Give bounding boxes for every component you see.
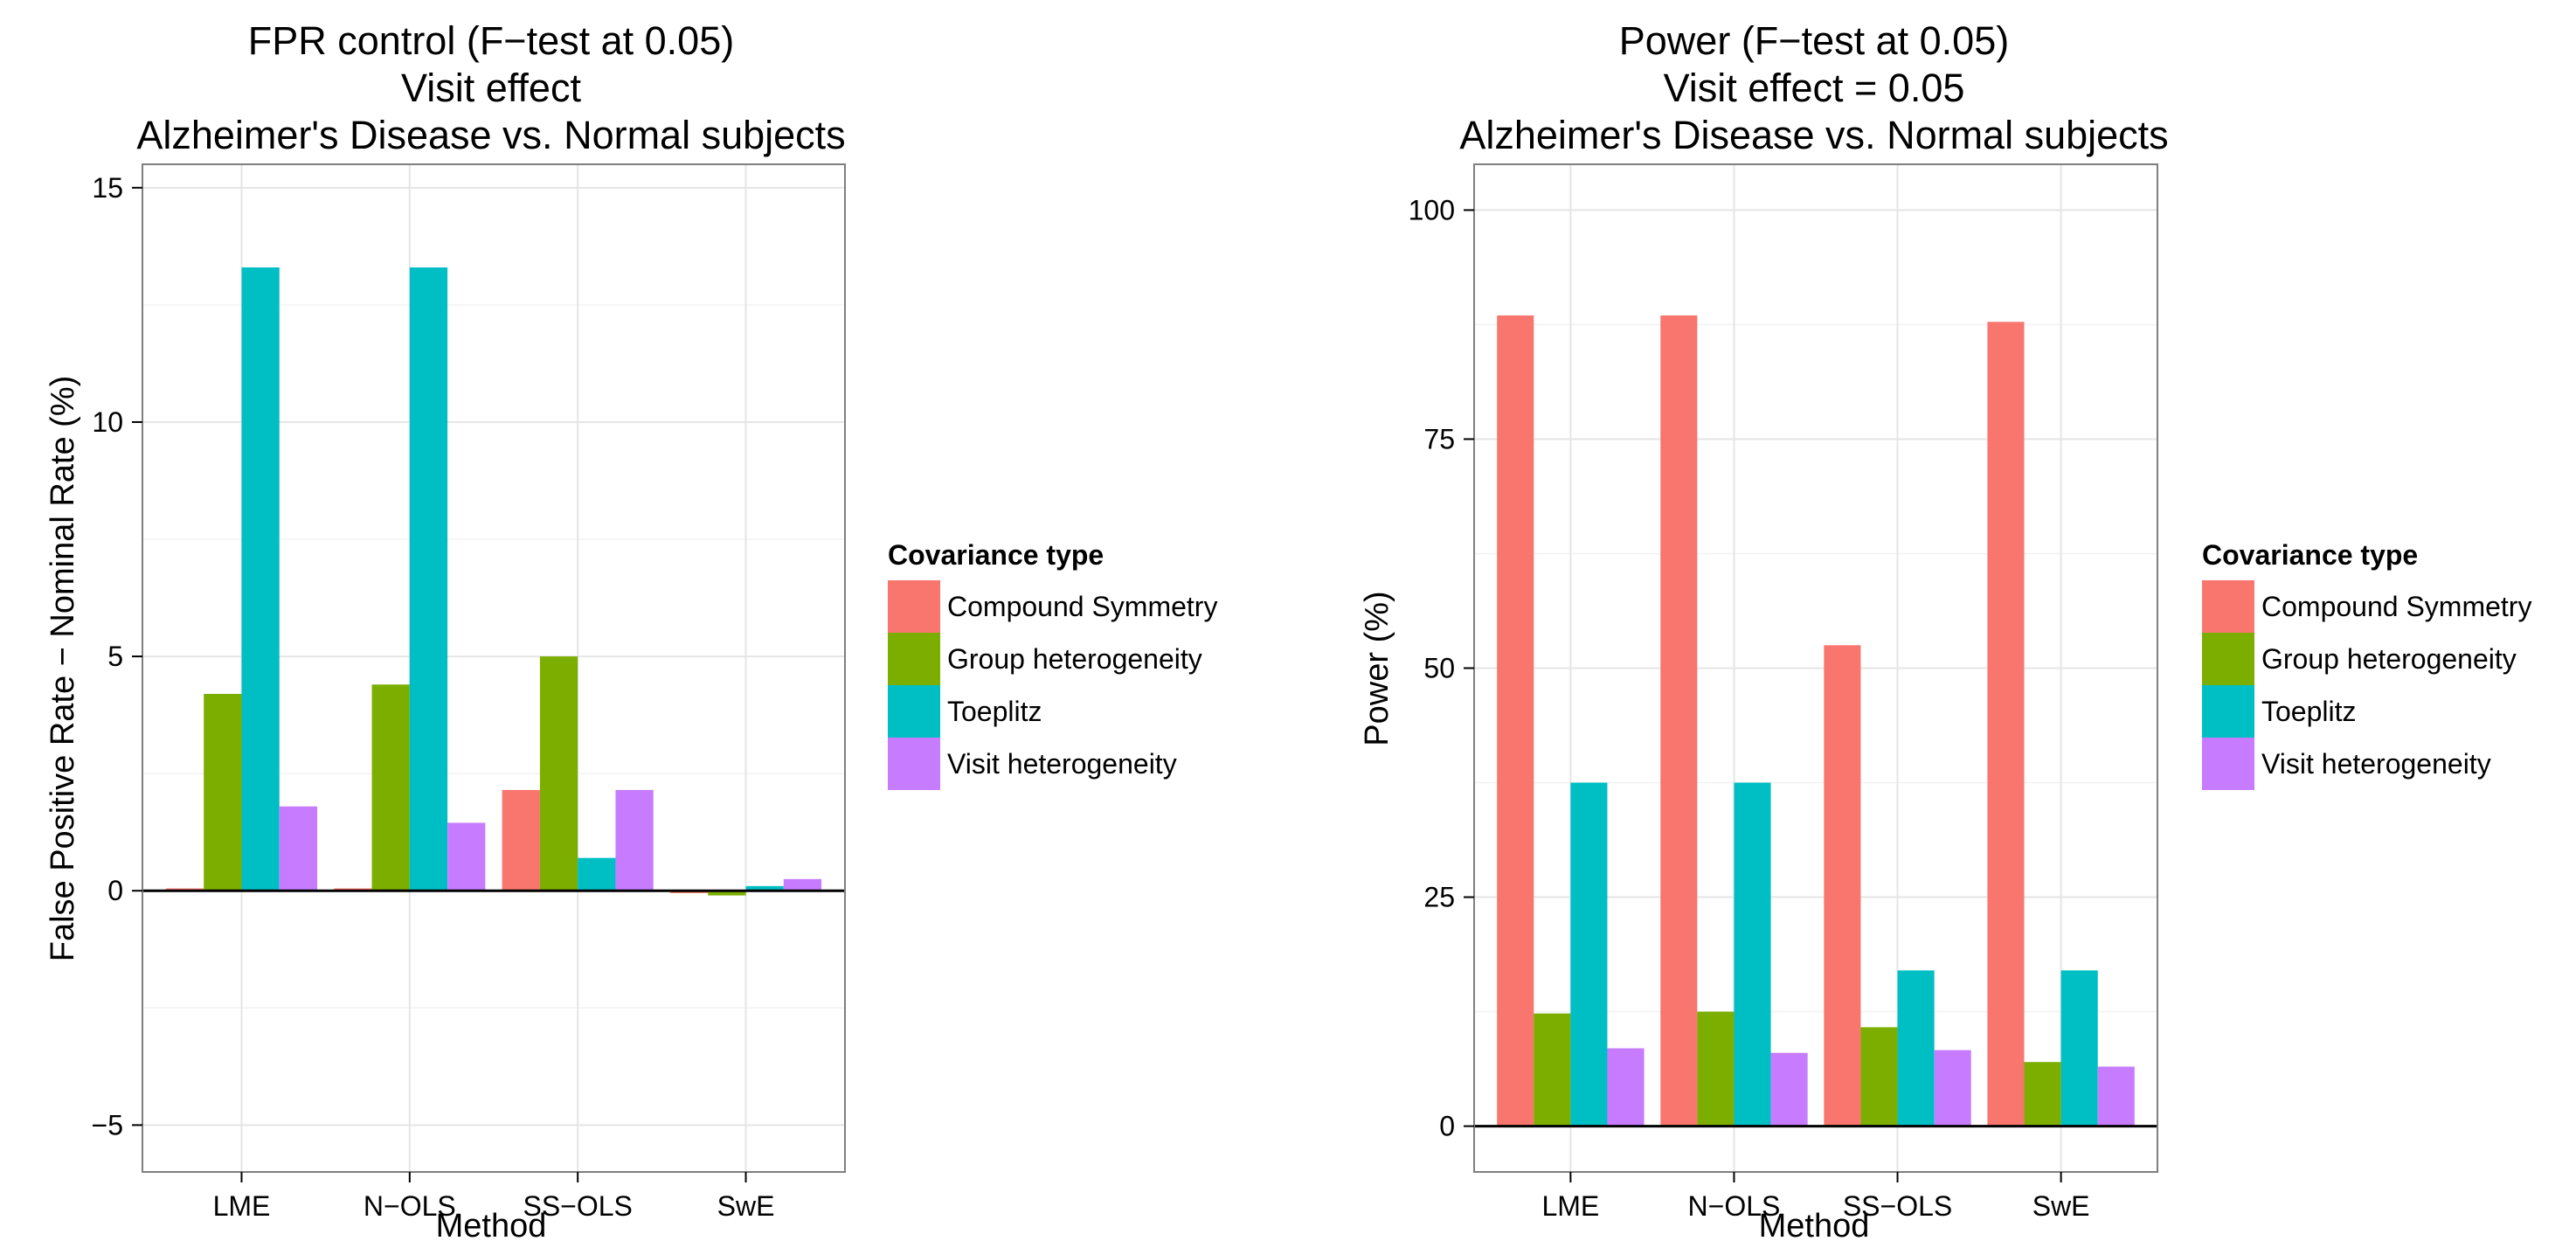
power-legend-label-visit-heterogeneity: Visit heterogeneity <box>2261 748 2491 780</box>
power-bar-lme-toeplitz <box>1570 782 1608 1127</box>
fpr-panel-border <box>142 163 846 1173</box>
power-bar-ss-ols-group-heterogeneity <box>1860 1027 1898 1127</box>
fpr-x-tick-label-lme: LME <box>213 1190 271 1222</box>
fpr-legend-label-visit-heterogeneity: Visit heterogeneity <box>947 748 1177 780</box>
power-legend-items: Compound Symmetry Group heterogeneity Toep… <box>2202 580 2531 790</box>
fpr-bar-ss-ols-visit-heterogeneity <box>615 789 654 891</box>
power-bar-ss-ols-visit-heterogeneity <box>1934 1050 1971 1127</box>
fpr-bar-n-ols-toeplitz <box>409 267 448 891</box>
power-bar-n-ols-compound-symmetry <box>1660 315 1698 1127</box>
fpr-legend-items: Compound Symmetry Group heterogeneity Toep… <box>888 580 1217 790</box>
fpr-bar-n-ols-group-heterogeneity <box>371 684 410 891</box>
fpr-chart-title-line-1: FPR control (F−test at 0.05) <box>248 18 734 63</box>
fpr-x-tick-label-ss-ols: SS−OLS <box>523 1190 632 1222</box>
power-chart-title: Power (F−test at 0.05) Visit effect = 0.… <box>1459 18 2168 157</box>
fpr-x-tick-label-n-ols: N−OLS <box>364 1190 456 1222</box>
power-x-tick-label-lme: LME <box>1541 1190 1599 1222</box>
power-legend-swatch-group-heterogeneity <box>2202 633 2254 685</box>
power-bar-n-ols-toeplitz <box>1734 782 1771 1127</box>
fpr-y-tick-label-3: 10 <box>92 406 123 438</box>
power-legend-swatch-visit-heterogeneity <box>2202 738 2254 790</box>
fpr-y-tick-label-1: 0 <box>107 875 123 906</box>
fpr-chart-title-line-2: Visit effect <box>401 66 581 110</box>
fpr-bar-ss-ols-toeplitz <box>578 857 616 891</box>
fpr-bar-swe-toeplitz <box>745 885 784 891</box>
power-legend-swatch-toeplitz <box>2202 685 2254 738</box>
fpr-chart-panel: FPR control (F−test at 0.05) Visit effec… <box>45 18 1217 1241</box>
power-chart-title-line-2: Visit effect = 0.05 <box>1664 66 1965 110</box>
power-bar-ss-ols-compound-symmetry <box>1824 645 1861 1127</box>
fpr-legend-title: Covariance type <box>888 539 1104 571</box>
power-legend: Covariance type Compound Symmetry Group h… <box>2202 539 2531 790</box>
fpr-legend-label-compound-symmetry: Compound Symmetry <box>947 591 1217 622</box>
power-y-tick-label-3: 75 <box>1423 423 1455 454</box>
fpr-legend-label-group-heterogeneity: Group heterogeneity <box>947 643 1202 675</box>
power-chart-title-line-1: Power (F−test at 0.05) <box>1619 18 2009 63</box>
power-y-axis-label: Power (%) <box>1359 591 1395 745</box>
power-y-tick-label-2: 50 <box>1423 653 1455 684</box>
fpr-x-axis-label: Method <box>436 1208 547 1241</box>
fpr-bar-lme-group-heterogeneity <box>204 693 242 891</box>
fpr-bar-lme-visit-heterogeneity <box>279 806 318 891</box>
fpr-y-tick-label-4: 15 <box>92 172 123 204</box>
power-legend-swatch-compound-symmetry <box>2202 580 2254 633</box>
fpr-bar-ss-ols-compound-symmetry <box>502 789 540 891</box>
fpr-chart-title-line-3: Alzheimer's Disease vs. Normal subjects <box>136 113 845 157</box>
fpr-bar-swe-visit-heterogeneity <box>783 878 822 891</box>
power-y-tick-label-0: 0 <box>1439 1111 1455 1142</box>
power-y-tick-label-1: 25 <box>1423 882 1455 913</box>
power-x-tick-label-ss-ols: SS−OLS <box>1843 1190 1952 1222</box>
fpr-y-tick-label-0: −5 <box>92 1109 123 1140</box>
power-bar-n-ols-visit-heterogeneity <box>1770 1052 1808 1127</box>
fpr-bar-swe-group-heterogeneity <box>708 891 746 896</box>
power-legend-label-toeplitz: Toeplitz <box>2261 696 2357 727</box>
fpr-bar-ss-ols-group-heterogeneity <box>539 656 578 891</box>
fpr-legend: Covariance type Compound Symmetry Group h… <box>888 539 1217 790</box>
power-chart-panel: Power (F−test at 0.05) Visit effect = 0.… <box>1359 18 2531 1241</box>
fpr-chart-title: FPR control (F−test at 0.05) Visit effec… <box>136 18 845 157</box>
fpr-legend-swatch-compound-symmetry <box>888 580 940 633</box>
power-bar-n-ols-group-heterogeneity <box>1697 1011 1735 1127</box>
power-chart-title-line-3: Alzheimer's Disease vs. Normal subjects <box>1459 113 2168 157</box>
power-bar-lme-compound-symmetry <box>1497 315 1534 1127</box>
power-bar-swe-visit-heterogeneity <box>2097 1066 2135 1127</box>
fpr-bar-n-ols-visit-heterogeneity <box>447 822 486 891</box>
fpr-legend-swatch-group-heterogeneity <box>888 633 940 685</box>
fpr-bar-lme-toeplitz <box>241 267 280 891</box>
power-x-tick-label-swe: SwE <box>2032 1190 2090 1222</box>
power-bar-ss-ols-toeplitz <box>1897 970 1935 1127</box>
power-bar-swe-group-heterogeneity <box>2024 1062 2061 1127</box>
power-x-axis-label: Method <box>1759 1208 1870 1241</box>
fpr-y-axis-label: False Positive Rate − Nominal Rate (%) <box>45 376 81 962</box>
fpr-plot-area: −5 0 5 10 15 LME N−OLS SS−OLS SwE <box>92 163 846 1222</box>
power-bar-lme-group-heterogeneity <box>1534 1013 1571 1127</box>
power-bar-swe-compound-symmetry <box>1987 322 2025 1127</box>
power-legend-title: Covariance type <box>2202 539 2418 571</box>
fpr-legend-label-toeplitz: Toeplitz <box>947 696 1042 727</box>
fpr-x-tick-label-swe: SwE <box>717 1190 775 1222</box>
power-plot-area: 0 25 50 75 100 LME N−OLS SS−OLS SwE <box>1409 163 2158 1222</box>
power-y-tick-label-4: 100 <box>1409 194 1455 225</box>
power-legend-label-compound-symmetry: Compound Symmetry <box>2261 591 2531 622</box>
fpr-y-tick-label-2: 5 <box>107 641 123 672</box>
power-legend-label-group-heterogeneity: Group heterogeneity <box>2261 643 2517 675</box>
power-x-tick-label-n-ols: N−OLS <box>1688 1190 1781 1222</box>
power-bar-swe-toeplitz <box>2060 970 2098 1127</box>
fpr-legend-swatch-visit-heterogeneity <box>888 738 940 790</box>
fpr-legend-swatch-toeplitz <box>888 685 940 738</box>
power-bar-lme-visit-heterogeneity <box>1607 1048 1645 1127</box>
